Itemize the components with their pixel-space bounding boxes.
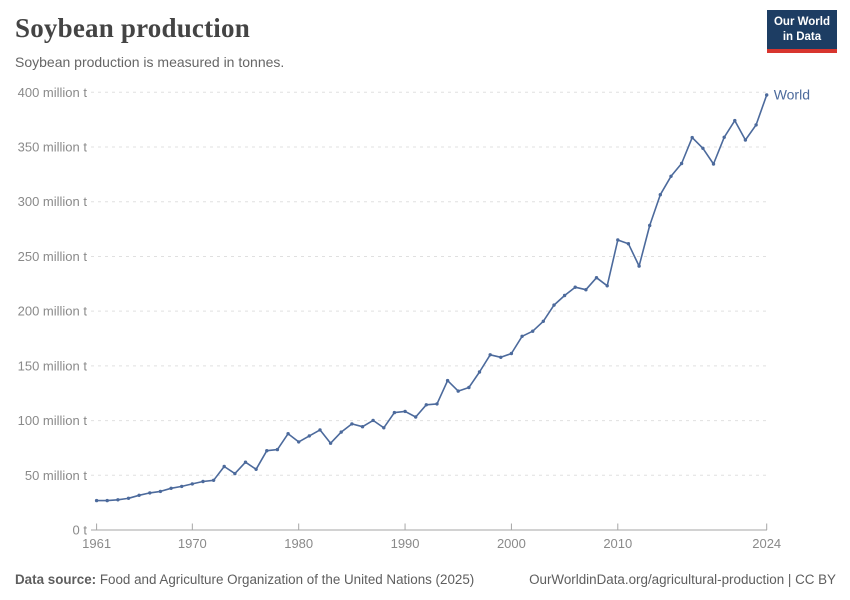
data-point-marker	[669, 174, 673, 178]
data-point-marker	[254, 467, 258, 471]
data-point-marker	[275, 447, 280, 452]
data-point-marker	[137, 493, 141, 497]
data-point-marker	[382, 426, 386, 430]
data-point-marker	[403, 409, 407, 414]
data-point-marker	[328, 441, 333, 445]
data-point-marker	[445, 378, 450, 383]
data-point-marker	[424, 403, 428, 407]
data-point-marker	[307, 434, 311, 438]
data-point-marker	[626, 242, 631, 246]
data-point-marker	[616, 238, 620, 242]
data-point-marker	[573, 285, 577, 289]
data-source-text: Food and Agriculture Organization of the…	[96, 572, 475, 587]
data-point-marker	[94, 498, 99, 503]
data-point-marker	[297, 440, 301, 444]
data-point-marker	[552, 303, 556, 307]
series-end-label: World	[774, 87, 810, 103]
y-gridlines	[91, 91, 767, 476]
data-point-marker	[467, 385, 471, 390]
data-point-marker	[158, 489, 163, 494]
data-point-marker	[488, 353, 492, 357]
data-point-marker	[754, 123, 758, 127]
data-point-marker	[126, 496, 131, 500]
data-point-marker	[350, 422, 354, 426]
data-point-marker	[509, 351, 514, 356]
x-tick-label: 2024	[752, 536, 781, 551]
chart-subtitle: Soybean production is measured in tonnes…	[15, 54, 285, 70]
data-point-marker	[679, 161, 684, 166]
data-point-marker	[243, 460, 248, 464]
data-point-marker	[233, 471, 237, 476]
data-point-marker	[435, 402, 439, 406]
x-tick-label: 2000	[497, 536, 526, 551]
owid-citation-link[interactable]: OurWorldinData.org/agricultural-producti…	[529, 572, 836, 587]
y-tick-label: 0 t	[73, 523, 88, 538]
data-point-marker	[392, 410, 397, 415]
x-axis: 1961 1970 1980 1990 2000 2010 2024	[82, 523, 781, 551]
data-point-marker	[711, 162, 716, 166]
x-tick-label: 1970	[178, 536, 207, 551]
data-point-marker	[456, 389, 460, 393]
data-point-marker	[733, 118, 737, 123]
data-point-marker	[371, 418, 375, 423]
data-point-marker	[116, 498, 120, 502]
data-point-marker	[211, 478, 216, 482]
y-tick-label: 250 million t	[18, 249, 88, 264]
data-point-marker	[584, 288, 588, 292]
data-point-marker	[180, 484, 184, 489]
data-point-marker	[743, 138, 748, 142]
data-point-marker	[637, 264, 641, 268]
data-point-marker	[658, 193, 662, 197]
data-point-marker	[477, 370, 482, 374]
data-point-marker	[286, 432, 290, 436]
data-point-marker	[499, 355, 503, 359]
data-point-marker	[201, 479, 205, 484]
y-tick-label: 300 million t	[18, 194, 88, 209]
data-point-marker	[318, 428, 322, 432]
data-point-marker	[190, 482, 194, 486]
y-tick-label: 200 million t	[18, 304, 88, 319]
x-tick-label: 1980	[284, 536, 313, 551]
series-world: World	[94, 87, 810, 503]
data-point-marker	[701, 146, 705, 150]
x-tick-label: 1990	[391, 536, 420, 551]
y-tick-labels: 0 t 50 million t 100 million t 150 million …	[18, 85, 88, 538]
data-point-marker	[765, 93, 769, 97]
series-line	[95, 94, 768, 502]
y-tick-label: 100 million t	[18, 413, 88, 428]
data-point-marker	[148, 491, 152, 495]
data-point-marker	[339, 430, 343, 434]
owid-logo-line1: Our World	[773, 16, 830, 28]
x-tick-label: 2010	[603, 536, 632, 551]
data-point-marker	[722, 135, 726, 139]
y-tick-label: 50 million t	[25, 468, 88, 483]
data-point-marker	[105, 498, 109, 503]
data-point-marker	[531, 329, 535, 333]
data-point-marker	[562, 293, 567, 298]
data-point-marker	[222, 464, 226, 469]
data-point-marker	[648, 223, 652, 228]
y-tick-label: 400 million t	[18, 85, 88, 100]
data-point-marker	[265, 449, 269, 453]
y-tick-label: 350 million t	[18, 140, 88, 155]
data-source-note: Data source: Food and Agriculture Organi…	[15, 572, 474, 587]
y-tick-label: 150 million t	[18, 358, 88, 373]
data-point-marker	[605, 284, 609, 288]
data-point-marker	[541, 319, 545, 323]
data-point-marker	[169, 486, 173, 490]
data-point-marker	[414, 415, 418, 419]
data-point-marker	[594, 276, 599, 280]
data-point-marker	[360, 425, 365, 429]
owid-logo-line2: in Data	[782, 30, 822, 43]
x-tick-label: 1961	[82, 536, 111, 551]
owid-logo[interactable]: Our World in Data	[766, 10, 837, 53]
chart-footer: Data source: Food and Agriculture Organi…	[15, 572, 836, 587]
data-source-label: Data source:	[15, 572, 97, 587]
data-point-marker	[520, 334, 524, 338]
page-title: Soybean production	[15, 13, 250, 43]
data-point-marker	[690, 135, 694, 140]
